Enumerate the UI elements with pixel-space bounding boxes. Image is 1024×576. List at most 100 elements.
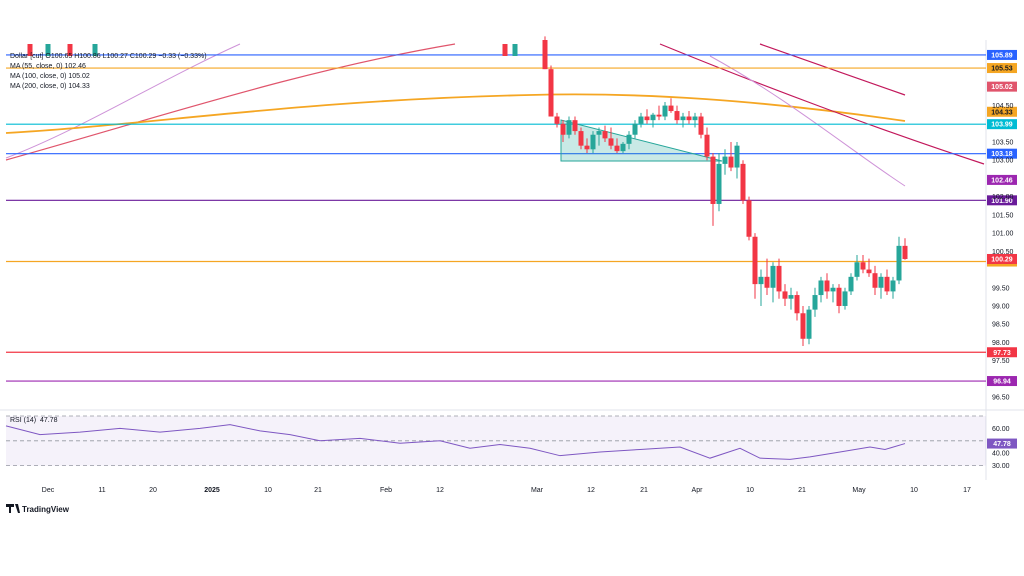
x-tick-label: 17 xyxy=(963,487,971,494)
x-tick-label: Apr xyxy=(692,487,704,494)
legend-ma-55: MA (55, close, 0) 102.46 xyxy=(10,63,86,70)
x-tick-label: Feb xyxy=(380,487,392,494)
x-tick-label: 21 xyxy=(798,487,806,494)
level-badge-text-105-89: 105.89 xyxy=(991,52,1013,59)
candle-body xyxy=(644,116,650,121)
level-badge-101-90 xyxy=(987,195,1017,206)
candle-body xyxy=(890,280,896,292)
candle-body xyxy=(740,163,746,201)
y-tick-label: 102.00 xyxy=(992,194,1014,201)
y-tick-label: 99.50 xyxy=(992,285,1010,292)
candle-body-partial xyxy=(27,44,33,56)
candle-body xyxy=(608,138,614,146)
candle xyxy=(704,127,710,161)
candle-body xyxy=(848,276,854,292)
level-badge-103-18 xyxy=(987,148,1017,159)
candle-body xyxy=(830,287,836,292)
y-tick-label: 100.50 xyxy=(992,249,1014,256)
candle-body xyxy=(674,111,680,121)
candle-body-partial xyxy=(512,44,518,56)
trend-line xyxy=(759,43,906,96)
rsi-pane[interactable]: 60.00 40.00 30.00 47.78 xyxy=(5,415,1017,470)
rsi-line xyxy=(5,424,906,460)
candle-body xyxy=(746,200,752,237)
x-tick-label: 12 xyxy=(436,487,444,494)
candle xyxy=(872,265,878,296)
candle-body xyxy=(584,145,590,150)
candle xyxy=(878,273,884,299)
candle xyxy=(866,258,872,277)
candle-body xyxy=(788,295,794,299)
candle xyxy=(836,284,842,314)
candle-body xyxy=(632,123,638,135)
y-tick-label: 96.50 xyxy=(992,395,1010,402)
candle-body xyxy=(824,280,830,292)
level-badge-96-94 xyxy=(987,376,1017,387)
y-tick-label: 103.00 xyxy=(992,158,1014,165)
rsi-tick-label: 30.00 xyxy=(992,463,1010,470)
candle-body xyxy=(902,245,908,259)
candle xyxy=(686,111,692,124)
candle xyxy=(650,112,656,128)
y-tick-label: 99.00 xyxy=(992,303,1010,310)
candle-body xyxy=(734,145,740,168)
candle-body xyxy=(758,276,764,285)
level-badge-text-105-53: 105.53 xyxy=(991,66,1013,73)
level-badge-text-103-18: 103.18 xyxy=(991,151,1013,158)
candle-body xyxy=(728,156,734,168)
candle xyxy=(602,125,608,143)
rsi-badge-text: 47.78 xyxy=(993,441,1011,448)
candle xyxy=(638,112,644,128)
candle xyxy=(842,287,848,310)
candle-body xyxy=(836,287,842,306)
tradingview-logo[interactable]: TradingView xyxy=(6,504,70,514)
ma-100-line-left xyxy=(5,43,456,161)
tradingview-logo-icon xyxy=(6,504,20,513)
candle-body-partial xyxy=(502,44,508,56)
rsi-tick-label: 60.00 xyxy=(992,426,1010,433)
candle-body xyxy=(770,265,776,288)
candle-body xyxy=(650,114,656,121)
candle-body xyxy=(872,273,878,288)
rsi-tick-label: 40.00 xyxy=(992,451,1010,458)
candle xyxy=(578,127,584,150)
candle-body xyxy=(554,116,560,124)
legend-ma-200: MA (200, close, 0) 104.33 xyxy=(10,83,90,90)
y-tick-label: 104.50 xyxy=(992,103,1014,110)
time-axis: Dec 11 20 2025 10 21 Feb 12 Mar 12 21 Apr 10 21 May 10 1… xyxy=(42,487,971,494)
candle-body xyxy=(866,269,872,274)
candle-body xyxy=(596,131,602,135)
candle xyxy=(854,254,860,281)
candle-body xyxy=(800,313,806,339)
candle-body-partial xyxy=(45,44,51,56)
candle xyxy=(740,160,746,204)
y-tick-label: 97.50 xyxy=(992,358,1010,365)
candle xyxy=(662,101,668,121)
price-badge-text-105-02: 105.02 xyxy=(991,84,1013,91)
candle xyxy=(632,120,638,139)
candle xyxy=(560,120,566,143)
candle-body xyxy=(776,265,782,292)
level-badge-text-96-94: 96.94 xyxy=(993,379,1011,386)
candle xyxy=(722,149,728,175)
price-pane[interactable] xyxy=(0,36,1024,480)
candle xyxy=(902,238,908,260)
candle xyxy=(572,116,578,135)
candle-body xyxy=(656,114,662,117)
price-badge-text-104-33: 104.33 xyxy=(991,109,1013,116)
rsi-value: 47.78 xyxy=(40,417,58,424)
level-badge-text-103-99: 103.99 xyxy=(991,122,1013,129)
candle xyxy=(596,127,602,146)
legend-price-line: Dollar [cut] O100.65 H100.86 L100.27 C10… xyxy=(10,53,207,60)
candle xyxy=(746,196,752,241)
y-tick-label: 101.00 xyxy=(992,231,1014,238)
level-badge-text-101-90: 101.90 xyxy=(991,198,1013,205)
level-badge-105-89 xyxy=(987,49,1017,60)
rsi-badge xyxy=(987,438,1017,449)
candle xyxy=(668,98,674,113)
level-badge-text-97-73: 97.73 xyxy=(993,350,1011,357)
x-tick-label: 10 xyxy=(264,487,272,494)
level-badge-105-53 xyxy=(987,63,1017,74)
candle-body xyxy=(812,295,818,310)
